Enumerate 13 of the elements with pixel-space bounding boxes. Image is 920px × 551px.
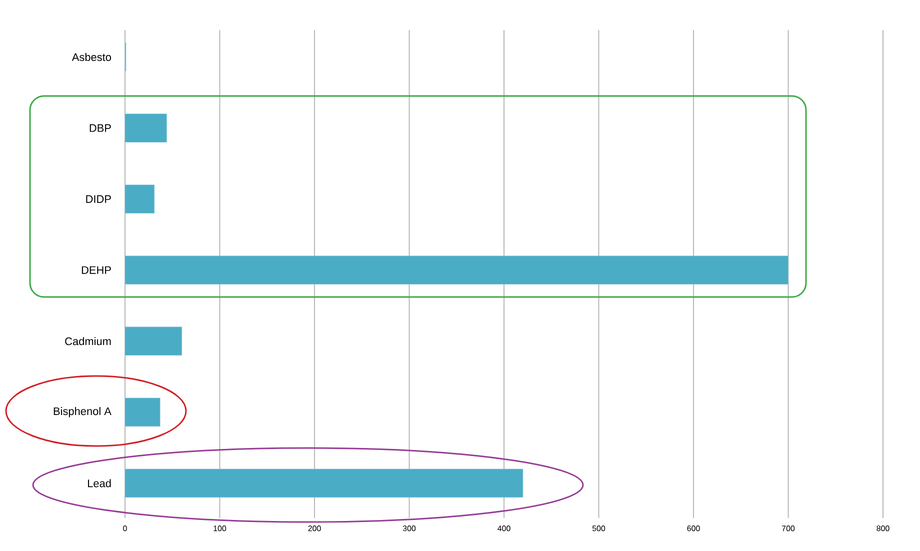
bar [124, 326, 182, 356]
bar [124, 468, 524, 498]
y-tick-label: Cadmium [65, 337, 111, 346]
bar [124, 114, 167, 142]
y-tick-label: Bisphenol A [54, 407, 112, 418]
y-tick-label: DEHP [82, 266, 111, 274]
y-tick-label: DIDP [86, 195, 111, 203]
bar [124, 256, 788, 285]
y-tick-label: Lead [88, 479, 111, 488]
bar [124, 398, 160, 427]
y-tick-label: Asbesto [72, 52, 112, 62]
bar [124, 184, 155, 214]
y-tick-label: DBP [90, 124, 111, 132]
